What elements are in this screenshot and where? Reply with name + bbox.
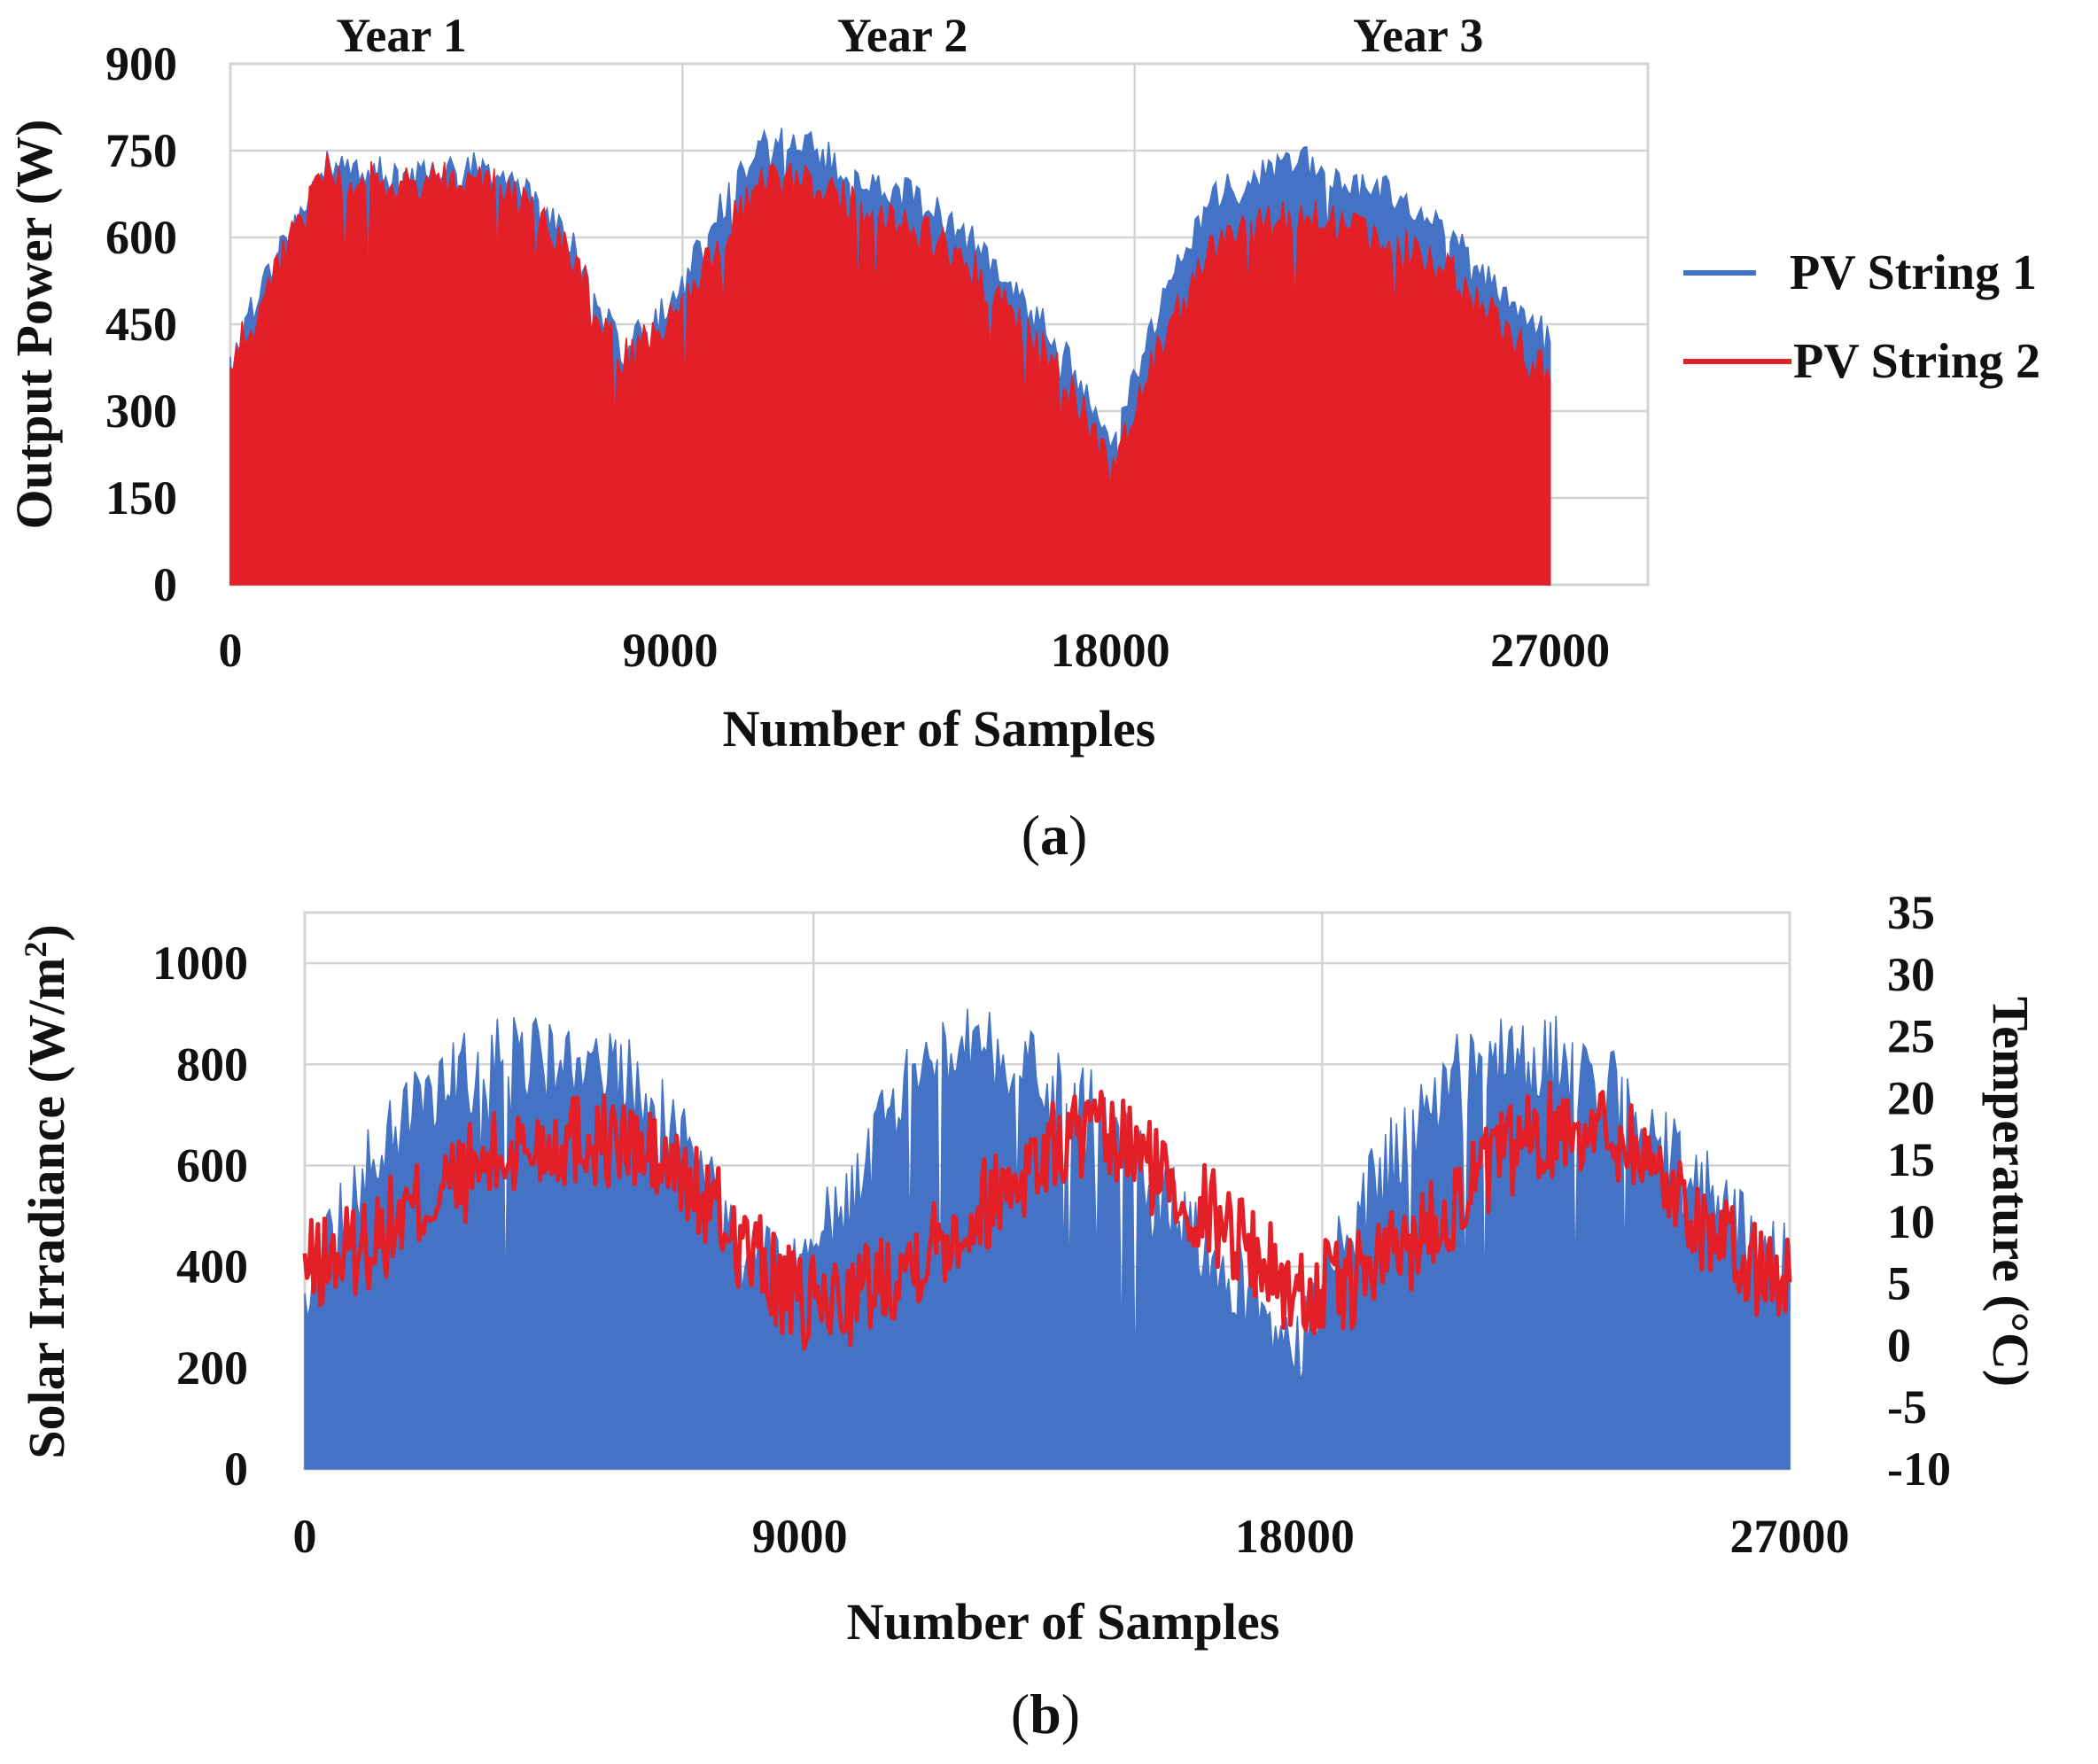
panel-a-year-label: Year 2 [837, 9, 967, 62]
panel-b-x-tick-label: 0 [293, 1510, 317, 1563]
panel-b-right-y-tick-label: 0 [1887, 1318, 1911, 1372]
panel-a-x-tick-label: 0 [219, 624, 243, 677]
panel-a-series [229, 128, 1551, 586]
panel-b-right-y-tick-labels: -10 -5 0 5 10 15 20 25 30 35 [1887, 886, 1951, 1496]
panel-b-right-y-tick-label: 30 [1887, 948, 1935, 1001]
panel-a-x-tick-label: 27000 [1490, 624, 1610, 677]
panel-a-output-power: 0 150 300 450 600 750 900 0 9000 18000 27000 Year… [5, 9, 2040, 866]
panel-a-y-tick-label: 900 [105, 37, 177, 90]
panel-a-y-tick-label: 300 [105, 385, 177, 438]
panel-b-left-y-tick-label: 1000 [152, 936, 248, 990]
panel-b-x-axis-title: Number of Samples [847, 1593, 1280, 1651]
panel-b-right-y-tick-label: -10 [1887, 1442, 1951, 1496]
panel-b-y2-axis-title: Temperature (°C) [1982, 997, 2040, 1387]
panel-a-y-tick-label: 750 [105, 124, 177, 177]
panel-b-right-y-tick-label: -5 [1887, 1380, 1927, 1434]
panel-b-left-y-tick-label: 0 [224, 1442, 248, 1496]
panel-a-y-tick-label: 600 [105, 211, 177, 264]
panel-a-y-axis-title: Output Power (W) [5, 120, 63, 530]
legend-pv-string-1-label: PV String 1 [1790, 245, 2037, 300]
panel-b-left-y-tick-label: 800 [176, 1037, 248, 1091]
panel-a-legend: PV String 1 PV String 2 [1683, 245, 2040, 389]
panel-b-right-y-tick-label: 5 [1887, 1257, 1911, 1310]
panel-a-x-axis-title: Number of Samples [723, 700, 1156, 758]
panel-a-year-label: Year 1 [336, 9, 466, 62]
panel-b-x-tick-label: 9000 [752, 1510, 848, 1563]
panel-b-right-y-tick-label: 20 [1887, 1071, 1935, 1124]
panel-a-y-tick-label: 150 [105, 471, 177, 525]
panel-a-year-annotations: Year 1 Year 2 Year 3 [336, 9, 1483, 62]
legend-pv-string-2-label: PV String 2 [1793, 334, 2040, 389]
panel-b-series [302, 1008, 1792, 1470]
panel-a-y-tick-label: 0 [153, 558, 177, 611]
panel-b-right-y-tick-label: 25 [1887, 1010, 1935, 1063]
panel-b-left-y-tick-label: 600 [176, 1138, 248, 1192]
series-pv-string-2-area [229, 152, 1551, 586]
series-solar-irradiance-area [304, 1008, 1791, 1470]
panel-a-x-tick-label: 18000 [1051, 624, 1170, 677]
panel-b-irradiance-temperature: 0 200 400 600 800 1000 -10 -5 0 5 10 15 20 25 30 35 0 9… [18, 886, 2040, 1745]
panel-b-right-y-tick-label: 15 [1887, 1133, 1935, 1186]
panel-b-y-axis-title: Solar Irradiance (W/m2) [18, 924, 75, 1458]
panel-b-left-y-tick-label: 200 [176, 1341, 248, 1395]
series-temperature-line [302, 1080, 1792, 1351]
panel-b-right-y-tick-label: 10 [1887, 1195, 1935, 1248]
panel-b-x-tick-labels: 0 9000 18000 27000 [293, 1510, 1850, 1563]
panel-a-x-tick-labels: 0 9000 18000 27000 [219, 624, 1611, 677]
panel-b-right-y-tick-label: 35 [1887, 886, 1935, 939]
panel-b-caption: (b) [1011, 1682, 1080, 1745]
panel-b-left-y-tick-label: 400 [176, 1240, 248, 1294]
panel-a-y-tick-label: 450 [105, 298, 177, 351]
panel-b-x-tick-label: 27000 [1730, 1510, 1850, 1563]
panel-b-x-tick-label: 18000 [1235, 1510, 1355, 1563]
panel-a-year-label: Year 3 [1353, 9, 1483, 62]
panel-a-caption: (a) [1022, 804, 1088, 866]
panel-a-x-tick-label: 9000 [623, 624, 719, 677]
panel-b-left-y-tick-labels: 0 200 400 600 800 1000 [152, 936, 248, 1496]
panel-a-y-tick-labels: 0 150 300 450 600 750 900 [105, 37, 177, 611]
